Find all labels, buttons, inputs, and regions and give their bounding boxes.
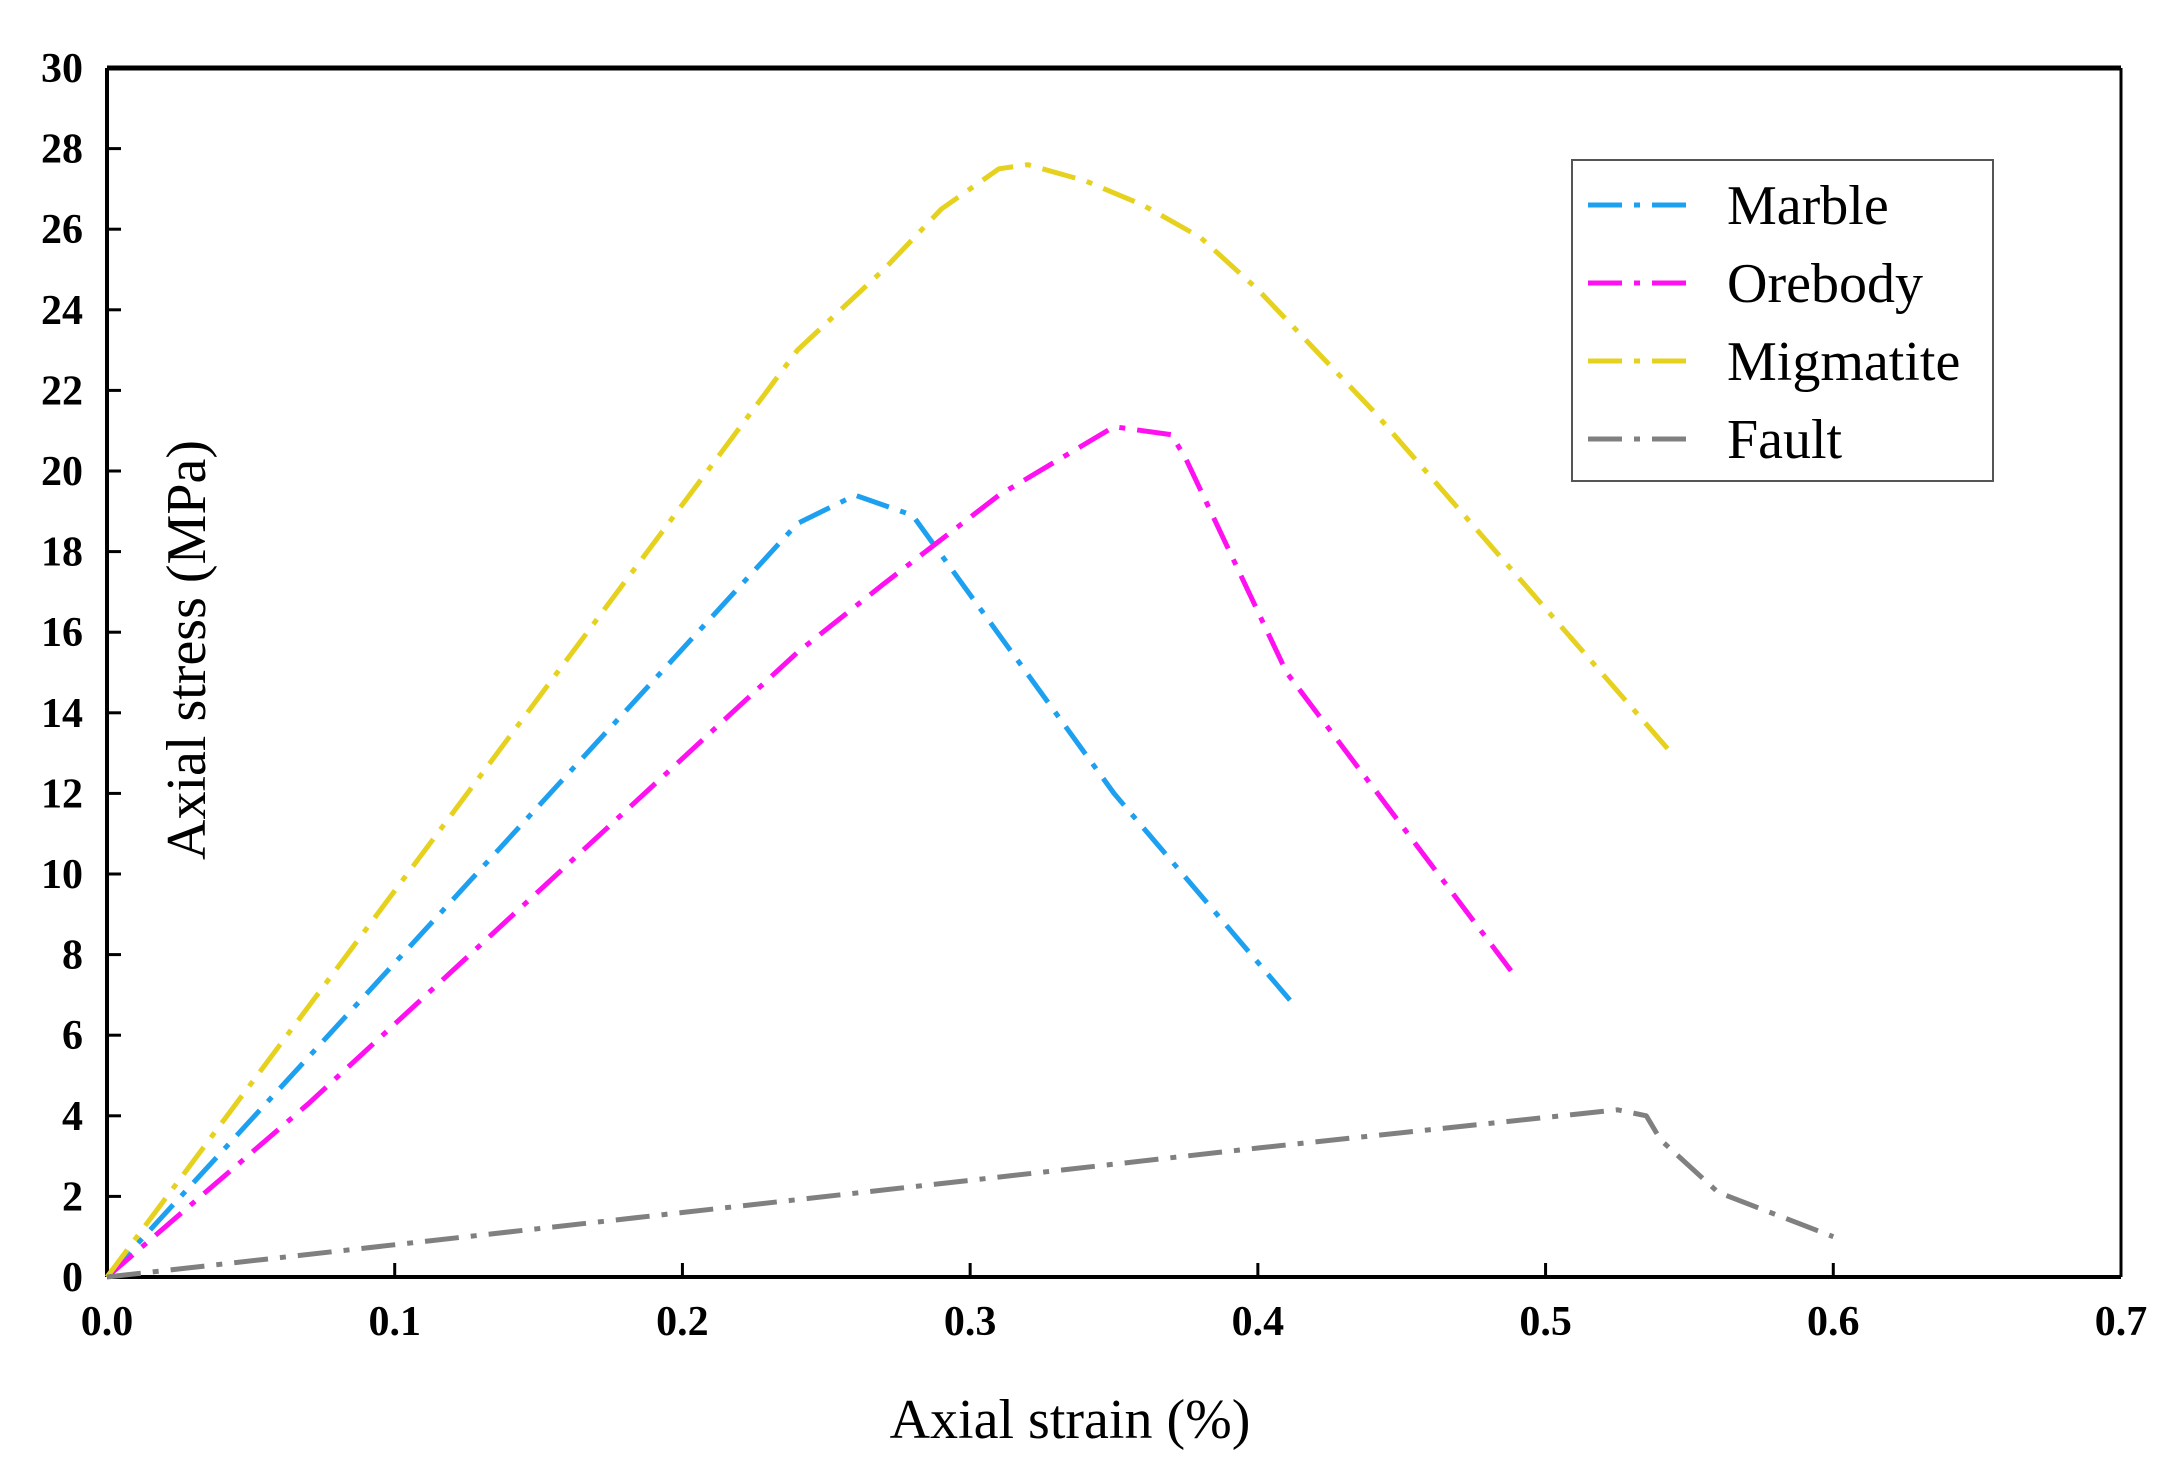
y-tick-label: 2 (62, 1174, 83, 1220)
y-tick-label: 30 (41, 46, 83, 92)
x-tick-label: 0.4 (1232, 1299, 1285, 1345)
series-layer (104, 162, 1835, 1280)
y-tick-label: 0 (62, 1255, 83, 1301)
y-tick-label: 26 (41, 207, 83, 253)
x-tick-label: 0.3 (944, 1299, 997, 1345)
x-axis-ticks: 0.0 0.1 0.2 0.3 0.4 0.5 0.6 0.7 (81, 1263, 2148, 1345)
legend-label-orebody: Orebody (1727, 253, 1923, 315)
y-tick-label: 20 (41, 449, 83, 495)
y-tick-label: 24 (41, 288, 83, 334)
y-axis-title: Axial stress (MPa) (156, 440, 218, 860)
y-tick-label: 16 (41, 610, 83, 656)
y-tick-label: 10 (41, 852, 83, 898)
series-line-fault (106, 1107, 1835, 1280)
series-line-orebody (105, 424, 1513, 1279)
x-tick-label: 0.1 (368, 1299, 421, 1345)
y-tick-label: 18 (41, 530, 83, 576)
x-tick-label: 0.7 (2095, 1299, 2148, 1345)
y-tick-label: 14 (41, 691, 83, 737)
legend: Marble Orebody Migmatite Fault (1571, 159, 1994, 482)
y-tick-label: 8 (62, 933, 83, 979)
x-tick-label: 0.0 (81, 1299, 134, 1345)
y-tick-label: 6 (62, 1013, 83, 1059)
y-tick-label: 28 (41, 127, 83, 173)
y-tick-label: 22 (41, 368, 83, 414)
series-line-marble (105, 492, 1295, 1279)
x-axis-title: Axial strain (%) (890, 1389, 1251, 1451)
legend-label-migmatite: Migmatite (1727, 331, 1960, 393)
x-tick-label: 0.5 (1519, 1299, 1572, 1345)
legend-label-marble: Marble (1727, 175, 1889, 237)
y-tick-label: 4 (62, 1094, 83, 1140)
x-tick-label: 0.2 (656, 1299, 709, 1345)
legend-box (1571, 159, 1994, 482)
y-tick-label: 12 (41, 771, 83, 817)
legend-label-fault: Fault (1727, 409, 1843, 471)
series-line-migmatite (104, 162, 1677, 1279)
x-tick-label: 0.6 (1807, 1299, 1860, 1345)
